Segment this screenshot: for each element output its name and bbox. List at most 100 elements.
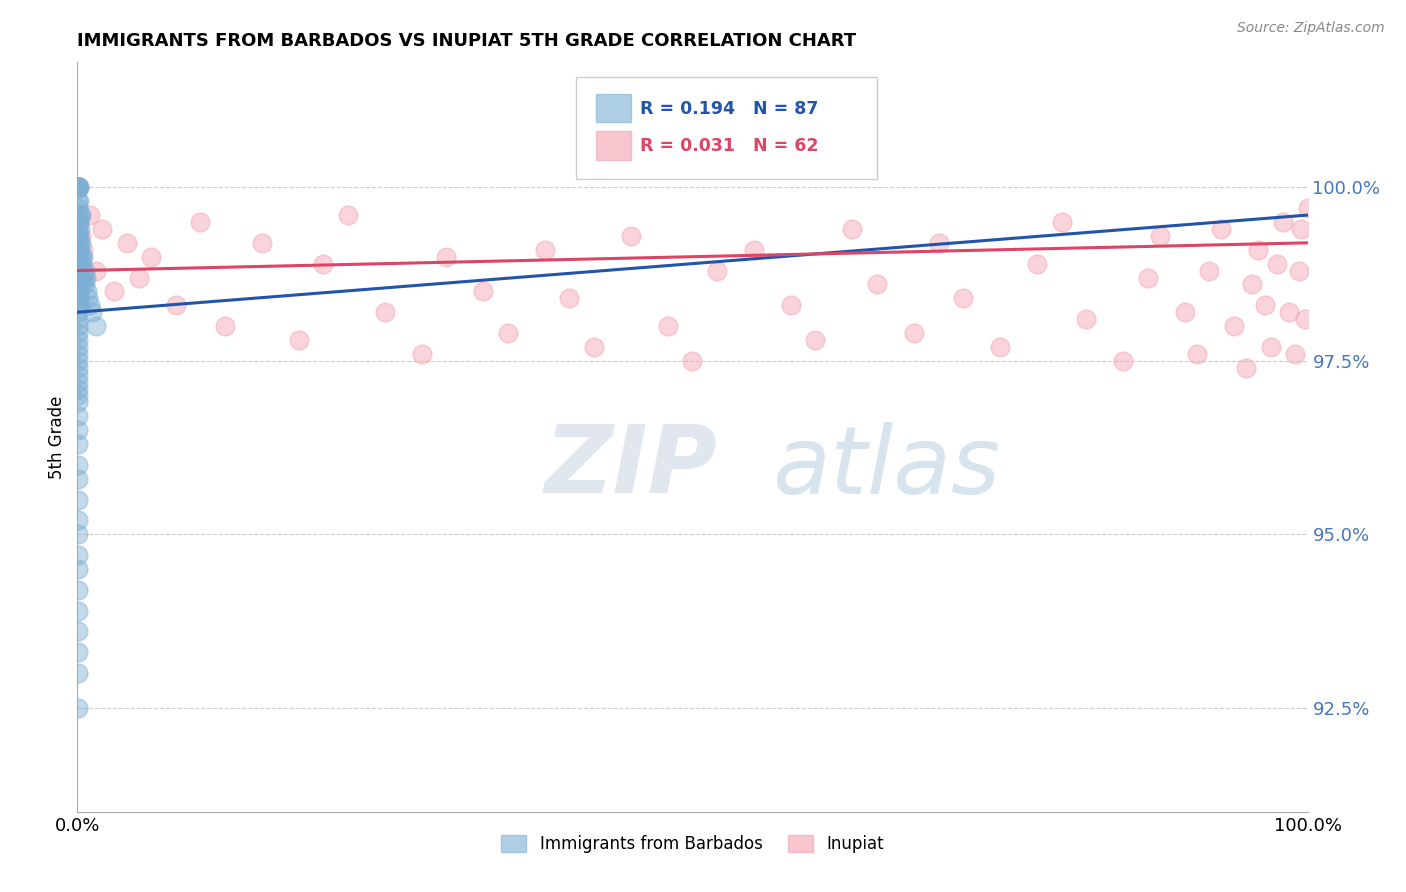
Point (72, 250, 94, 264)
Text: R = 0.194   N = 87: R = 0.194 N = 87 (640, 100, 818, 118)
Point (69, 257, 91, 271)
Point (1112, 353, 1135, 368)
Point (66, 340, 89, 354)
Point (66, 388, 89, 402)
Point (79, 298, 101, 312)
Point (67, 194, 90, 209)
Point (804, 333, 827, 347)
Point (66, 180, 89, 194)
Point (75, 270, 97, 285)
Point (496, 326, 519, 340)
Point (128, 270, 150, 285)
Point (1284, 347, 1306, 361)
Point (69, 270, 91, 285)
Point (374, 305, 396, 319)
Point (70, 277, 93, 292)
Point (188, 215, 212, 229)
Point (66, 180, 89, 194)
Point (1272, 215, 1295, 229)
Point (67, 215, 90, 229)
Point (1241, 277, 1264, 292)
Point (82, 305, 104, 319)
Point (1185, 347, 1208, 361)
Point (1211, 222, 1233, 236)
FancyBboxPatch shape (575, 78, 877, 178)
Point (66, 257, 89, 271)
Point (66, 665, 89, 680)
Point (928, 235, 950, 250)
Point (66, 382, 89, 396)
Point (583, 340, 606, 354)
Point (1288, 263, 1310, 277)
FancyBboxPatch shape (596, 94, 631, 122)
Point (66, 353, 89, 368)
Point (1234, 360, 1257, 375)
Point (67, 285, 90, 299)
Point (66, 180, 89, 194)
Point (472, 285, 495, 299)
Point (70, 228, 93, 243)
Point (84, 263, 107, 277)
Point (66, 603, 89, 617)
Point (66, 513, 89, 527)
Legend: Immigrants from Barbados, Inupiat: Immigrants from Barbados, Inupiat (495, 828, 890, 860)
Point (66, 458, 89, 472)
Point (69, 208, 91, 222)
Point (1076, 312, 1098, 326)
Point (67, 291, 90, 305)
Point (66, 548, 89, 562)
Point (66, 326, 89, 340)
Point (988, 340, 1011, 354)
Point (1291, 222, 1313, 236)
FancyBboxPatch shape (596, 131, 631, 160)
Point (558, 291, 581, 305)
Point (841, 222, 863, 236)
Point (75, 277, 97, 292)
Point (742, 243, 765, 257)
Point (66, 180, 89, 194)
Point (1198, 263, 1220, 277)
Point (780, 298, 803, 312)
Point (69, 298, 91, 312)
Point (69, 243, 91, 257)
Point (1247, 243, 1270, 257)
Point (66, 624, 89, 639)
Point (72, 263, 94, 277)
Point (66, 319, 89, 334)
Point (1296, 201, 1319, 215)
Point (67, 250, 90, 264)
Point (66, 222, 89, 236)
Point (1294, 312, 1316, 326)
Point (903, 326, 925, 340)
Point (73, 270, 96, 285)
Point (66, 312, 89, 326)
Point (436, 250, 458, 264)
Point (1050, 215, 1073, 229)
Point (73, 263, 96, 277)
Point (337, 208, 360, 222)
Point (1136, 270, 1159, 285)
Point (66, 180, 89, 194)
Point (66, 250, 89, 264)
Point (66, 215, 89, 229)
Point (69, 222, 91, 236)
Point (67, 215, 90, 229)
Point (67, 228, 90, 243)
Text: ZIP: ZIP (546, 421, 717, 513)
Point (66, 180, 89, 194)
Point (70, 257, 93, 271)
Point (70, 208, 93, 222)
Point (1026, 257, 1049, 271)
Point (66, 285, 89, 299)
Point (66, 228, 89, 243)
Point (66, 562, 89, 576)
Point (66, 180, 89, 194)
Point (620, 228, 643, 243)
Point (952, 291, 974, 305)
Point (67, 270, 90, 285)
Point (66, 347, 89, 361)
Point (706, 263, 728, 277)
Point (66, 700, 89, 714)
Point (77, 291, 100, 305)
Text: IMMIGRANTS FROM BARBADOS VS INUPIAT 5TH GRADE CORRELATION CHART: IMMIGRANTS FROM BARBADOS VS INUPIAT 5TH … (77, 32, 856, 50)
